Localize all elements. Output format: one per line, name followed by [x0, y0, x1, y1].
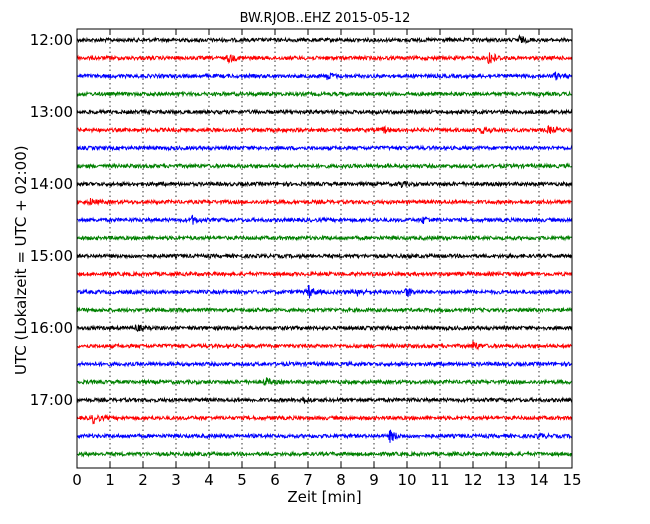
y-tick-label: 17:00: [30, 391, 73, 409]
y-tick-label: 13:00: [30, 103, 73, 121]
x-tick-label: 1: [105, 471, 115, 489]
x-tick-label: 9: [369, 471, 379, 489]
trace-1300: [76, 108, 573, 116]
plot-frame: [76, 28, 573, 469]
x-tick-label: 15: [562, 471, 581, 489]
trace-1345: [76, 162, 573, 170]
trace-1515: [76, 270, 573, 278]
x-tick-label: 14: [529, 471, 548, 489]
x-tick-label: 7: [303, 471, 313, 489]
trace-1200: [76, 34, 573, 45]
x-tick-label: 13: [496, 471, 515, 489]
y-tick-label: 14:00: [30, 175, 73, 193]
y-tick-label: 16:00: [30, 319, 73, 337]
trace-1400: [76, 180, 573, 188]
y-tick-label: 12:00: [30, 31, 73, 49]
trace-1245: [76, 90, 573, 98]
trace-1745: [76, 450, 573, 458]
trace-1415: [76, 197, 573, 207]
trace-1645: [76, 377, 573, 386]
trace-1545: [76, 306, 572, 314]
x-tick-label: 5: [237, 471, 247, 489]
y-axis-label: UTC (Lokalzeit = UTC + 02:00): [12, 145, 30, 375]
trace-1430: [76, 214, 573, 225]
x-tick-label: 11: [430, 471, 449, 489]
x-tick-label: 12: [463, 471, 482, 489]
x-tick-label: 3: [171, 471, 181, 489]
trace-1215: [76, 52, 573, 65]
trace-1500: [76, 252, 573, 260]
trace-1630: [76, 360, 573, 368]
trace-1445: [76, 234, 573, 242]
x-axis-label: Zeit [min]: [287, 488, 362, 506]
chart-title: BW.RJOB..EHZ 2015-05-12: [239, 11, 411, 26]
x-tick-label: 2: [138, 471, 148, 489]
trace-1530: [76, 284, 573, 299]
trace-1700: [76, 396, 573, 404]
trace-1315: [76, 124, 573, 135]
x-tick-label: 0: [72, 471, 82, 489]
y-tick-label: 15:00: [30, 247, 73, 265]
trace-1715: [76, 413, 573, 425]
x-tick-label: 10: [397, 471, 416, 489]
trace-1600: [76, 324, 573, 333]
x-tick-label: 4: [204, 471, 214, 489]
trace-1330: [76, 144, 573, 152]
trace-1615: [76, 340, 573, 351]
x-tick-label: 6: [270, 471, 280, 489]
trace-1230: [76, 71, 573, 81]
trace-1730: [76, 429, 573, 443]
x-tick-label: 8: [336, 471, 346, 489]
